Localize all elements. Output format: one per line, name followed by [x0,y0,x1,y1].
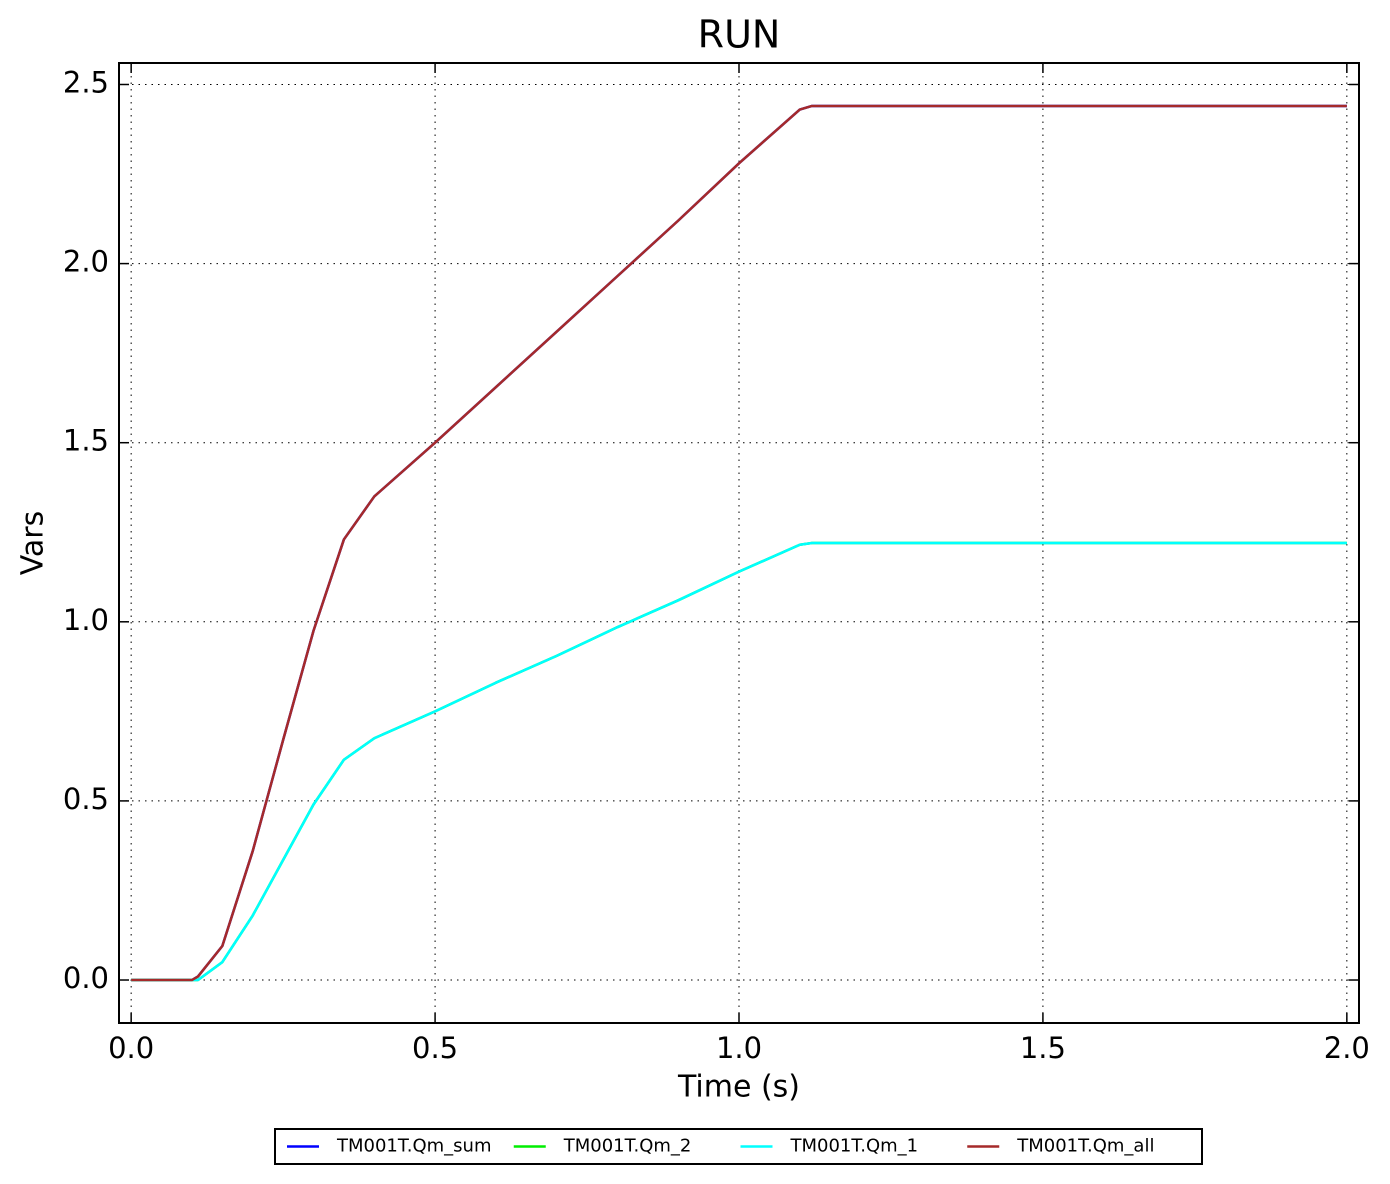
legend-box [274,1128,1203,1165]
y-tick-label: 2.0 [63,245,109,279]
x-tick-label: 0.0 [108,1031,154,1065]
y-tick-label: 1.5 [63,424,109,458]
y-tick-label: 0.5 [63,782,109,816]
legend-label: TM001T.Qm_2 [563,1136,692,1157]
x-tick-label: 1.0 [716,1031,762,1065]
y-axis-label: Vars [16,511,51,576]
x-tick-label: 1.5 [1020,1031,1066,1065]
legend-label: TM001T.Qm_sum [336,1136,492,1157]
x-tick-label: 0.5 [412,1031,458,1065]
chart-title: RUN [698,13,781,57]
y-tick-label: 2.5 [63,65,109,99]
line [131,104,1347,982]
legend-label: TM001T.Qm_all [1016,1136,1154,1157]
y-tick-label: 1.0 [63,603,109,637]
line [131,541,1347,982]
line [131,541,1347,982]
plot-frame [118,62,1360,1024]
y-tick-label: 0.0 [63,961,109,995]
legend-label: TM001T.Qm_1 [790,1136,919,1157]
x-tick-label: 2.0 [1324,1031,1370,1065]
x-axis-label: Time (s) [677,1070,800,1105]
legend: TM001T.Qm_sum TM001T.Qm_2 TM001T.Qm_1 TM001… [274,1128,1203,1165]
